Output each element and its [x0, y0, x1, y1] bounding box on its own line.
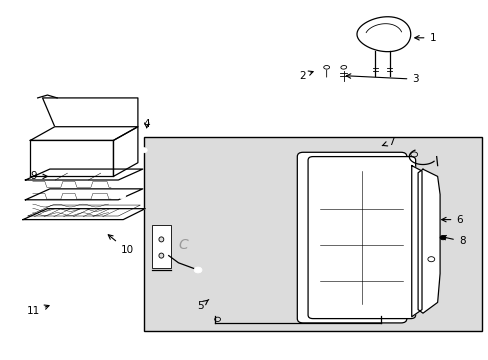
- Text: 3: 3: [346, 74, 418, 84]
- Polygon shape: [411, 166, 421, 317]
- Ellipse shape: [159, 237, 163, 242]
- Polygon shape: [25, 169, 142, 180]
- Polygon shape: [40, 145, 103, 170]
- Ellipse shape: [159, 253, 163, 258]
- Ellipse shape: [340, 66, 346, 69]
- FancyBboxPatch shape: [307, 157, 415, 319]
- Circle shape: [194, 267, 202, 273]
- Circle shape: [140, 148, 147, 153]
- Circle shape: [119, 181, 125, 186]
- Polygon shape: [356, 17, 410, 51]
- Text: 5: 5: [197, 300, 208, 311]
- FancyBboxPatch shape: [297, 152, 406, 323]
- Polygon shape: [23, 209, 145, 220]
- Text: C: C: [178, 238, 188, 252]
- Text: 4: 4: [143, 119, 150, 129]
- Text: 6: 6: [441, 215, 462, 225]
- Polygon shape: [25, 189, 142, 200]
- Polygon shape: [30, 140, 113, 176]
- Polygon shape: [42, 98, 138, 127]
- Circle shape: [439, 235, 445, 240]
- FancyBboxPatch shape: [152, 225, 170, 268]
- Polygon shape: [417, 169, 439, 313]
- Polygon shape: [113, 127, 138, 176]
- Text: 9: 9: [30, 171, 47, 181]
- Text: 10: 10: [108, 235, 133, 255]
- Circle shape: [119, 194, 125, 199]
- Polygon shape: [30, 127, 138, 140]
- Text: 8: 8: [441, 235, 465, 246]
- Bar: [144, 137, 481, 331]
- Text: 7: 7: [382, 137, 394, 147]
- Text: 1: 1: [414, 33, 435, 43]
- Ellipse shape: [323, 66, 329, 69]
- Text: 11: 11: [26, 305, 49, 316]
- Text: 2: 2: [298, 71, 312, 81]
